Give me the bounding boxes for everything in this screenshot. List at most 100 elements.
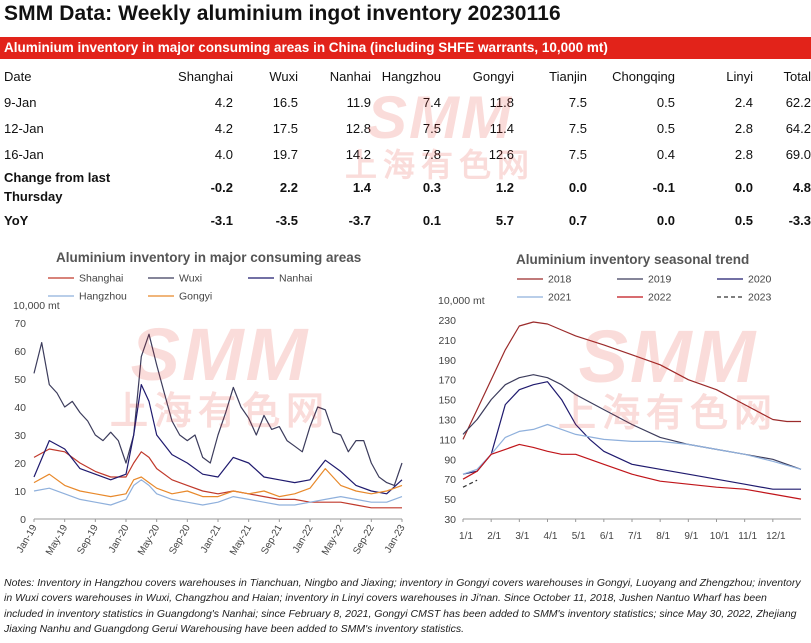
col-header: Chongqing [612, 68, 675, 84]
left-chart: Shanghai Wuxi Nanhai Hangzhou Gongyi 10,000 m… [13, 273, 408, 558]
y-tick-label: 30 [14, 430, 26, 442]
x-tick-label: May-21 [228, 523, 254, 558]
table-cell: 7.5 [422, 120, 441, 136]
legend-label: Shanghai [79, 273, 123, 285]
x-tick-label: 7/1 [628, 531, 642, 542]
col-header: Wuxi [269, 68, 298, 84]
legend-label: 2022 [648, 292, 672, 304]
y-tick-label: 210 [438, 335, 456, 347]
table-row: 16-Jan 4.0 19.7 14.2 7.8 12.6 7.5 0.4 2.… [0, 141, 811, 167]
y-axis-unit: 10,000 mt [438, 295, 485, 307]
col-header: Gongyi [472, 68, 514, 84]
table-cell: 19.7 [272, 146, 298, 162]
y-tick-label: 0 [20, 514, 26, 526]
series-line-2020 [462, 381, 801, 490]
table-cell: 4.0 [214, 146, 233, 162]
y-tick-label: 40 [14, 402, 26, 414]
col-header: Total [783, 68, 811, 84]
x-tick-label: 8/1 [656, 531, 670, 542]
x-tick-label: Sep-19 [75, 523, 101, 557]
table-cell: 1.4 [352, 179, 371, 195]
y-tick-label: 190 [438, 355, 456, 367]
table-cell: 11.4 [489, 120, 514, 136]
table-cell: -3.5 [275, 212, 298, 228]
x-tick-label: 11/1 [738, 531, 757, 542]
table-cell: 7.5 [568, 146, 587, 162]
x-tick-label: 5/1 [572, 531, 586, 542]
col-header: Nanhai [329, 68, 371, 84]
table-cell: 0.7 [568, 212, 587, 228]
change-row: Change from last Thursday -0.2 2.2 1.4 0… [0, 167, 811, 207]
table-cell: 14.2 [345, 146, 371, 162]
y-tick-label: 50 [14, 374, 26, 386]
y-tick-label: 170 [438, 375, 456, 387]
table-row: 12-Jan 4.2 17.5 12.8 7.5 11.4 7.5 0.5 2.… [0, 115, 811, 141]
x-tick-label: Jan-22 [291, 523, 316, 555]
series-line-2021 [462, 423, 802, 475]
series-line-2023 [462, 479, 478, 488]
y-tick-label: 30 [444, 514, 456, 526]
table-cell: 0.0 [734, 179, 753, 195]
yoy-row: YoY -3.1 -3.5 -3.7 0.1 5.7 0.7 0.0 0.5 -… [0, 207, 811, 233]
series-line-wuxi [33, 333, 403, 486]
x-tick-label: May-19 [44, 523, 70, 558]
col-header: Hangzhou [381, 68, 441, 84]
table-cell: 0.5 [656, 94, 675, 110]
x-tick-label: Sep-20 [167, 523, 193, 557]
legend-label: Nanhai [279, 273, 312, 285]
table-cell: 2.8 [734, 120, 753, 136]
y-tick-label: 60 [14, 346, 26, 358]
y-tick-label: 70 [444, 474, 456, 486]
table-cell: 7.5 [568, 120, 587, 136]
table-cell: 16.5 [272, 94, 298, 110]
right-chart-title: Aluminium inventory seasonal trend [516, 252, 750, 267]
table-cell: 2.4 [734, 94, 753, 110]
legend-label: Wuxi [179, 273, 202, 285]
table-cell: 0.0 [568, 179, 587, 195]
series-line-2022 [462, 443, 802, 500]
table-cell: -3.7 [348, 212, 371, 228]
series-line-nanhai [33, 383, 403, 495]
table-header-row: Date Shanghai Wuxi Nanhai Hangzhou Gongy… [0, 63, 811, 89]
y-tick-label: 150 [438, 395, 456, 407]
x-tick-label: Jan-19 [15, 523, 40, 555]
series-line-hangzhou [33, 479, 403, 506]
page-title: SMM Data: Weekly aluminium ingot invento… [4, 2, 561, 25]
y-tick-label: 70 [14, 318, 26, 330]
x-tick-label: May-22 [320, 523, 346, 558]
table-cell: 7.8 [422, 146, 441, 162]
x-tick-label: May-20 [136, 523, 162, 558]
col-header: Linyi [726, 68, 753, 84]
x-tick-label: Jan-23 [383, 523, 408, 555]
table-cell: -3.1 [210, 212, 233, 228]
notes-text: Notes: Inventory in Hangzhou covers ware… [4, 577, 801, 635]
table-banner: Aluminium inventory in major consuming a… [0, 37, 811, 59]
y-tick-label: 10 [14, 486, 26, 498]
x-tick-label: Sep-22 [351, 523, 377, 557]
x-tick-label: Sep-21 [259, 523, 285, 557]
table-cell: -0.1 [652, 179, 675, 195]
table-cell: 4.2 [214, 94, 233, 110]
table-cell: 0.1 [422, 212, 441, 228]
table-cell: 5.7 [495, 212, 514, 228]
table-cell: 17.5 [272, 120, 298, 136]
y-axis-unit: 10,000 mt [13, 300, 60, 312]
table-cell: 0.0 [656, 212, 675, 228]
table-cell: 12.8 [345, 120, 371, 136]
x-tick-label: 3/1 [515, 531, 529, 542]
table-cell: 64.2 [785, 120, 811, 136]
x-tick-label: 6/1 [600, 531, 614, 542]
legend-label: 2021 [548, 292, 572, 304]
legend-label: 2019 [648, 274, 672, 286]
x-tick-label: 12/1 [766, 531, 786, 542]
table-cell: 16-Jan [4, 146, 44, 162]
table-cell: 0.5 [656, 120, 675, 136]
series-line-gongyi [33, 468, 403, 498]
table-cell: -0.2 [210, 179, 233, 195]
right-chart: 2018 2019 2020 2021 2022 2023 10,000 mt 30 50 70 9… [438, 274, 802, 542]
table-cell: 2.2 [279, 179, 298, 195]
series-line-2018 [462, 321, 801, 440]
table-cell: 11.8 [489, 94, 514, 110]
col-header: Shanghai [178, 68, 233, 84]
table-cell: 4.8 [792, 179, 811, 195]
